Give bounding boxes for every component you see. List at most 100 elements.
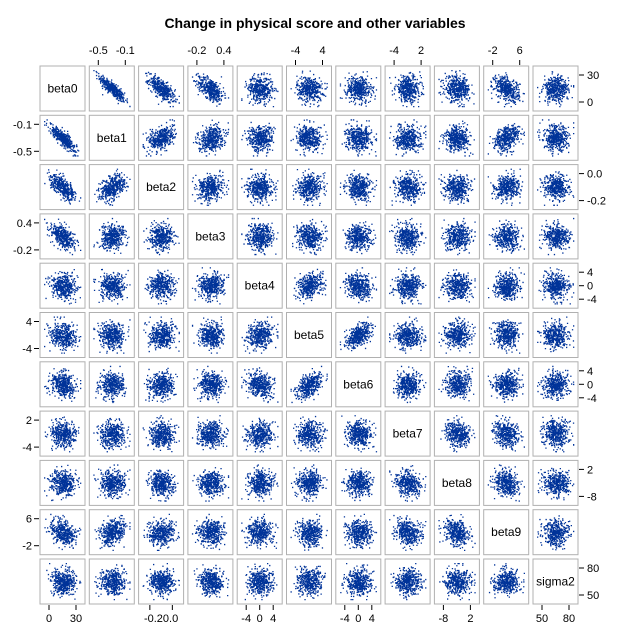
panel-beta2-beta8 — [433, 164, 480, 211]
panel-beta0-beta7 — [384, 65, 431, 112]
scatter-points — [341, 119, 378, 157]
scatter-points — [539, 415, 575, 453]
scatter-points — [193, 564, 230, 598]
panel-beta7-beta3 — [187, 410, 234, 457]
right-tick-label-beta0: 30 — [587, 70, 599, 82]
scatter-points — [44, 218, 82, 256]
panel-frame — [236, 262, 283, 309]
scatter-points — [537, 467, 575, 501]
scatter-points — [537, 71, 575, 108]
panel-beta7-beta5 — [286, 410, 332, 457]
diagonal-label-beta3: beta3 — [195, 229, 225, 243]
scatter-points — [537, 171, 575, 206]
scatter-points — [192, 119, 230, 157]
scatter-points — [191, 415, 229, 451]
panel-frame — [236, 114, 283, 161]
panel-beta4-sigma2 — [532, 262, 579, 309]
panel-beta6-sigma2 — [532, 361, 579, 408]
panel-beta2-sigma2 — [532, 164, 579, 211]
right-tick-label-sigma2: 50 — [587, 590, 599, 602]
scatter-points — [487, 267, 525, 301]
scatter-points — [488, 219, 525, 254]
scatter-points — [340, 563, 377, 601]
bottom-tick-label-beta2: -0.20.0 — [144, 613, 178, 625]
scatter-points — [192, 467, 230, 502]
scatter-points — [440, 415, 476, 453]
panel-frame — [335, 361, 382, 408]
scatter-points — [191, 316, 225, 354]
scatter-points — [389, 316, 427, 354]
scatter-points — [293, 268, 327, 305]
scatter-points — [193, 365, 230, 404]
scatter-points — [438, 316, 476, 354]
panel-beta8-beta3 — [187, 459, 234, 506]
bottom-tick-label-beta4: -4 — [241, 613, 251, 625]
scatter-points — [44, 416, 80, 453]
scatter-points — [392, 365, 427, 404]
diagonal-label-beta5: beta5 — [294, 328, 324, 342]
scatter-points — [438, 169, 476, 205]
panel-frame — [138, 164, 185, 211]
panel-beta6-beta9 — [483, 361, 530, 408]
scatter-points — [438, 269, 476, 303]
scatter-points — [95, 365, 127, 404]
scatter-points — [487, 367, 524, 403]
left-tick-label-beta1: -0.1 — [13, 119, 32, 131]
right-tick-label-beta6: 4 — [587, 366, 593, 378]
panel-beta3-beta5 — [286, 213, 332, 260]
scatter-points — [389, 217, 427, 256]
bottom-tick-label-beta4: 4 — [270, 613, 276, 625]
panel-beta5-beta4 — [236, 312, 283, 358]
scatter-points — [191, 513, 228, 551]
panel-beta2-beta7 — [384, 164, 431, 211]
panel-beta3-beta6 — [335, 213, 382, 260]
panel-beta2-beta1 — [88, 164, 135, 211]
panel-beta5-beta6 — [335, 312, 382, 358]
scatter-points — [389, 169, 427, 206]
panel-frame — [483, 262, 530, 309]
panel-beta1-beta4 — [236, 114, 283, 161]
panel-beta6-beta3 — [187, 361, 234, 408]
scatter-points — [343, 513, 378, 550]
scatter-points — [142, 563, 180, 601]
panel-frame — [483, 213, 530, 260]
panel-frame — [236, 459, 283, 506]
scatter-points — [143, 513, 180, 551]
diagonal-label-beta1: beta1 — [97, 131, 127, 145]
panel-beta3-beta2 — [138, 213, 185, 260]
panel-beta7-sigma2 — [532, 410, 579, 457]
panel-sigma2-beta1 — [88, 558, 135, 605]
panel-beta6-beta8 — [433, 361, 480, 408]
scatter-points — [341, 467, 375, 502]
scatter-points — [438, 365, 475, 402]
scatter-points — [438, 70, 475, 108]
panel-beta8-beta2 — [138, 459, 185, 506]
panel-beta2-beta0 — [39, 164, 86, 211]
panel-beta8-beta9 — [483, 459, 530, 506]
scatter-points — [440, 217, 476, 256]
scatter-points — [93, 417, 131, 453]
panel-beta5-beta3 — [187, 312, 234, 358]
scatter-points — [488, 319, 524, 354]
bottom-tick-label-beta0: 0 — [46, 613, 52, 625]
scatter-points — [290, 119, 328, 157]
axis-labels: -0.5 -0.1 -0.2 0.4 -4 4 -4 2 -2 60 30 -0.20.0 -4 0 4 -4… — [13, 45, 606, 625]
scatter-points — [191, 169, 230, 206]
panel-beta0-beta6 — [335, 65, 382, 112]
left-tick-label-beta7: 2 — [26, 415, 32, 427]
scatter-points — [488, 563, 525, 599]
panel-beta3-beta1 — [88, 213, 135, 260]
scatter-points — [487, 72, 525, 108]
panel-beta1-beta3 — [187, 114, 234, 161]
panel-beta7-beta8 — [433, 410, 480, 457]
panel-frame — [433, 459, 480, 506]
scatter-points — [390, 563, 427, 601]
diagonal-label-beta0: beta0 — [47, 82, 77, 96]
scatter-points — [191, 72, 230, 107]
panel-beta9-beta5 — [286, 509, 332, 556]
panel-beta1-sigma2 — [532, 114, 579, 161]
scatter-points — [144, 269, 180, 305]
scatter-points — [94, 564, 131, 601]
left-tick-label-beta1: -0.5 — [13, 146, 32, 158]
left-tick-label-beta3: -0.2 — [13, 245, 32, 257]
